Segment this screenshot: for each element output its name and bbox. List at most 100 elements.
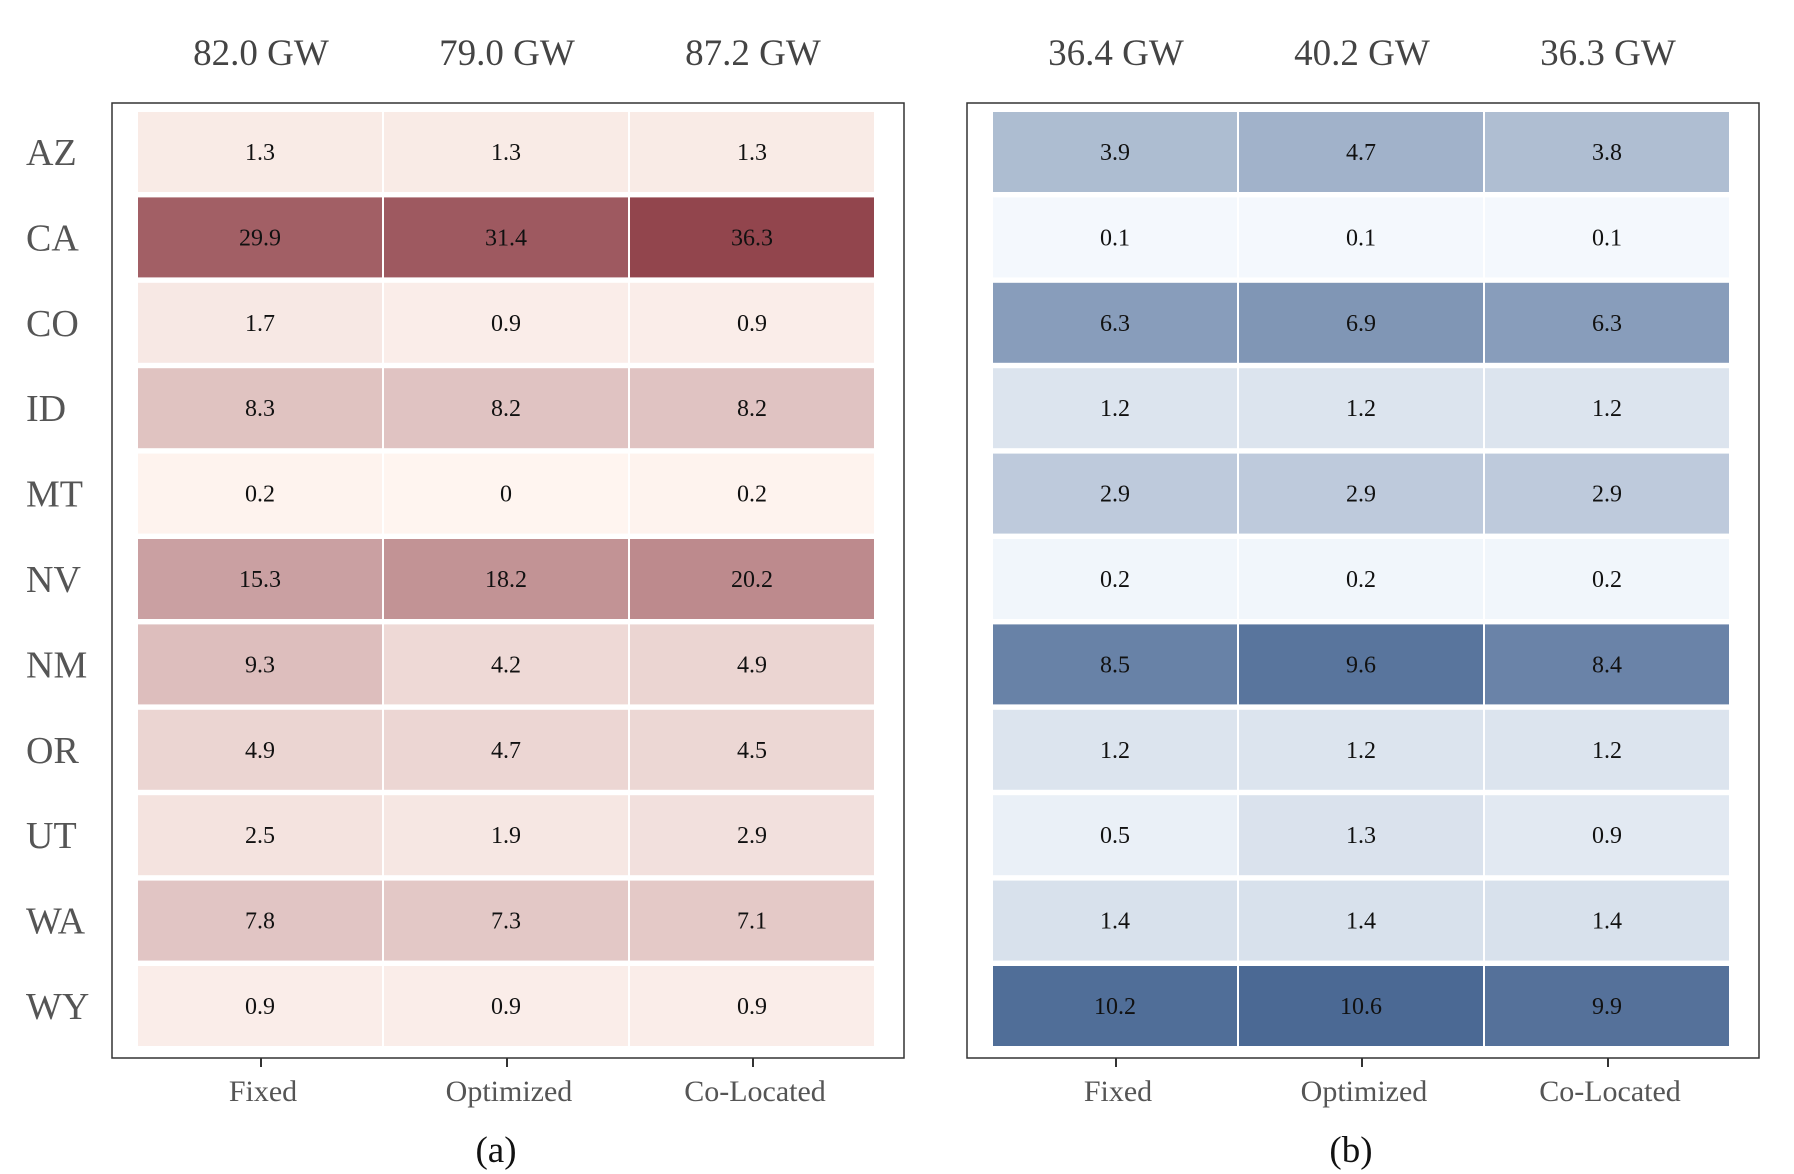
heatmap-cell bbox=[1239, 282, 1483, 363]
row-label-or: OR bbox=[26, 730, 79, 772]
heatmap-cell bbox=[384, 709, 628, 790]
cell-value-label: 0.9 bbox=[1592, 823, 1622, 849]
heatmap-cell bbox=[138, 966, 382, 1046]
cell-value-label: 7.3 bbox=[491, 909, 521, 935]
cell-value-label: 10.6 bbox=[1340, 994, 1382, 1020]
column-total-co-located: 87.2 GW bbox=[685, 33, 821, 74]
row-label-ut: UT bbox=[26, 815, 77, 857]
heatmap-cell bbox=[384, 453, 628, 534]
cell-value-label: 0.9 bbox=[245, 994, 275, 1020]
heatmap-cell bbox=[138, 282, 382, 363]
row-label-nv: NV bbox=[26, 559, 81, 601]
heatmap-cell bbox=[1239, 453, 1483, 534]
heatmap-cell bbox=[993, 539, 1237, 619]
heatmap-cell bbox=[630, 624, 874, 705]
heatmap-cell bbox=[1239, 539, 1483, 619]
heatmap-cell bbox=[1239, 795, 1483, 876]
column-total-optimized: 79.0 GW bbox=[439, 33, 575, 74]
row-label-az: AZ bbox=[26, 132, 77, 174]
heatmap-cell bbox=[1239, 624, 1483, 705]
row-label-ca: CA bbox=[26, 217, 79, 259]
heatmap-cell bbox=[138, 795, 382, 876]
heatmap-cell bbox=[138, 880, 382, 961]
heatmap-cell bbox=[630, 709, 874, 790]
cell-value-label: 0.2 bbox=[245, 482, 275, 508]
panel-a-heatmap: 82.0 GW 79.0 GW 87.2 GW 1.3 1.3 1.3 29.9 31.4 36… bbox=[111, 33, 905, 1171]
heatmap-cell bbox=[1239, 197, 1483, 278]
cell-value-label: 8.4 bbox=[1592, 652, 1622, 678]
heatmap-cell bbox=[630, 539, 874, 619]
heatmap-cell bbox=[138, 453, 382, 534]
cell-value-label: 0.2 bbox=[1592, 567, 1622, 593]
heatmap-cell bbox=[1239, 112, 1483, 192]
heatmap-cell bbox=[1239, 966, 1483, 1046]
x-tick-label-co-located: Co-Located bbox=[1539, 1075, 1681, 1108]
cell-value-label: 0 bbox=[500, 482, 512, 508]
cell-value-label: 1.2 bbox=[1100, 738, 1130, 764]
cell-value-label: 2.9 bbox=[1592, 482, 1622, 508]
heatmap-cell bbox=[630, 880, 874, 961]
cell-value-label: 1.9 bbox=[491, 823, 521, 849]
heatmap-cell bbox=[630, 368, 874, 449]
cell-value-label: 2.9 bbox=[1346, 482, 1376, 508]
cell-value-label: 0.5 bbox=[1100, 823, 1130, 849]
heatmap-cell bbox=[1239, 709, 1483, 790]
row-label-co: CO bbox=[26, 303, 79, 345]
cell-value-label: 8.2 bbox=[491, 396, 521, 422]
heatmap-cell bbox=[993, 966, 1237, 1046]
cell-value-label: 7.8 bbox=[245, 909, 275, 935]
cell-value-label: 9.3 bbox=[245, 652, 275, 678]
heatmap-cell bbox=[384, 197, 628, 278]
cell-value-label: 1.2 bbox=[1592, 396, 1622, 422]
cell-value-label: 18.2 bbox=[485, 567, 527, 593]
heatmap-cell bbox=[1485, 795, 1729, 876]
cell-value-label: 0.1 bbox=[1346, 225, 1376, 251]
heatmap-cell bbox=[138, 112, 382, 192]
heatmap-cell bbox=[1485, 112, 1729, 192]
panel-b-heatmap: 36.4 GW 40.2 GW 36.3 GW 3.9 4.7 3.8 0.1 0.1 0.1 6… bbox=[966, 33, 1760, 1171]
row-label-wy: WY bbox=[26, 986, 89, 1028]
cell-value-label: 1.3 bbox=[491, 140, 521, 166]
cell-value-label: 6.3 bbox=[1592, 311, 1622, 337]
heatmap-cell bbox=[384, 368, 628, 449]
cell-value-label: 0.2 bbox=[1346, 567, 1376, 593]
heatmap-cell bbox=[1485, 453, 1729, 534]
cell-value-label: 1.3 bbox=[737, 140, 767, 166]
heatmap-cell bbox=[1485, 966, 1729, 1046]
column-total-optimized: 40.2 GW bbox=[1294, 33, 1430, 74]
cell-value-label: 10.2 bbox=[1094, 994, 1136, 1020]
cell-value-label: 0.1 bbox=[1100, 225, 1130, 251]
panel-tag-a: (a) bbox=[475, 1130, 516, 1171]
cell-value-label: 0.2 bbox=[1100, 567, 1130, 593]
cell-value-label: 1.7 bbox=[245, 311, 275, 337]
cell-value-label: 9.9 bbox=[1592, 994, 1622, 1020]
x-tick-label-fixed: Fixed bbox=[229, 1075, 297, 1108]
cell-value-label: 2.5 bbox=[245, 823, 275, 849]
heatmap-cell bbox=[384, 539, 628, 619]
cell-value-label: 4.9 bbox=[245, 738, 275, 764]
state-row-labels: AZ CA CO ID MT NV NM OR UT WA WY bbox=[26, 132, 89, 1028]
heatmap-cell bbox=[993, 282, 1237, 363]
heatmap-cell bbox=[630, 197, 874, 278]
cell-value-label: 4.9 bbox=[737, 652, 767, 678]
x-tick-label-optimized: Optimized bbox=[1301, 1075, 1428, 1108]
row-label-id: ID bbox=[26, 388, 66, 430]
cell-value-label: 1.2 bbox=[1592, 738, 1622, 764]
heatmap-cell bbox=[993, 453, 1237, 534]
row-label-nm: NM bbox=[26, 644, 87, 686]
cell-value-label: 0.9 bbox=[737, 311, 767, 337]
heatmap-cell bbox=[630, 453, 874, 534]
cell-value-label: 6.3 bbox=[1100, 311, 1130, 337]
heatmap-cell bbox=[630, 112, 874, 192]
cell-value-label: 15.3 bbox=[239, 567, 281, 593]
heatmap-cell bbox=[993, 795, 1237, 876]
heatmap-cell bbox=[1485, 368, 1729, 449]
cell-value-label: 6.9 bbox=[1346, 311, 1376, 337]
cell-value-label: 1.3 bbox=[1346, 823, 1376, 849]
x-tick-label-co-located: Co-Located bbox=[684, 1075, 826, 1108]
cell-value-label: 3.8 bbox=[1592, 140, 1622, 166]
cell-value-label: 0.9 bbox=[491, 311, 521, 337]
heatmap-cell bbox=[993, 880, 1237, 961]
heatmap-cell bbox=[630, 282, 874, 363]
